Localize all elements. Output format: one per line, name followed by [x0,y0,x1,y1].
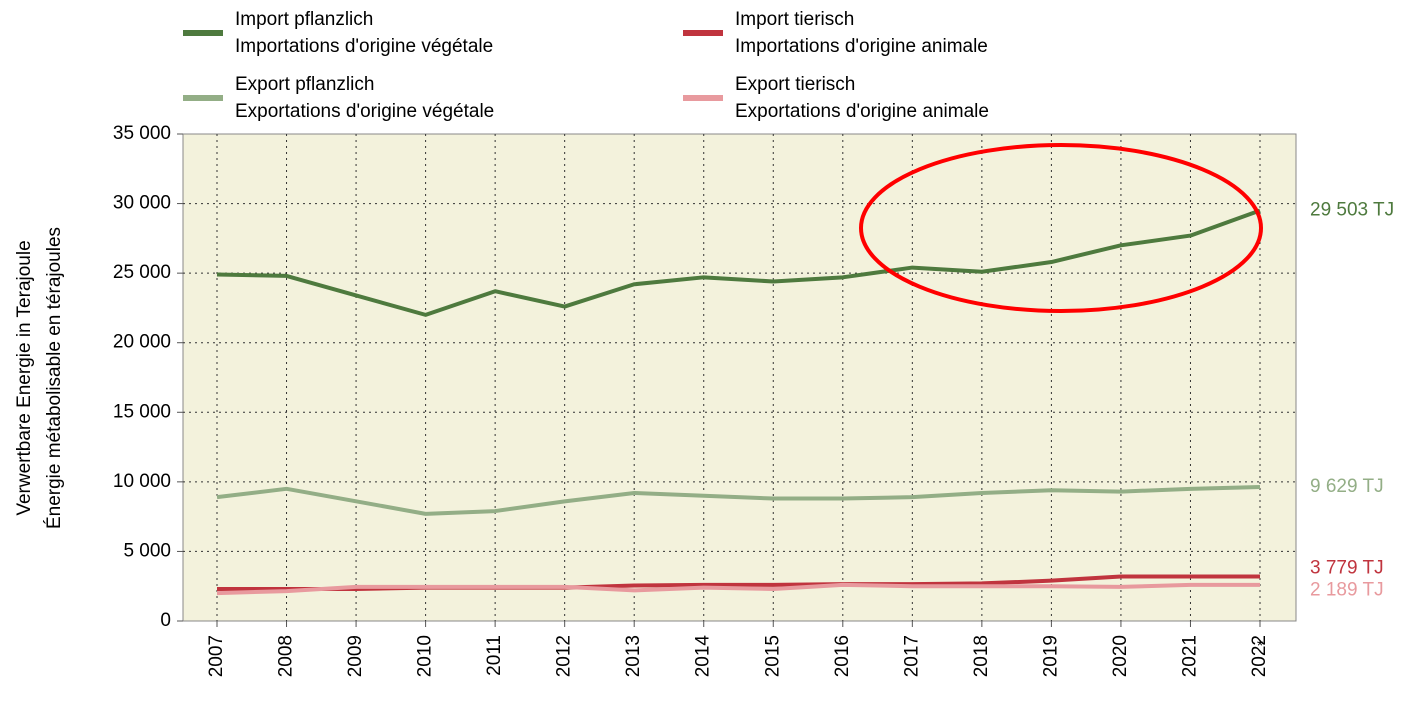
plot-area [182,133,1297,622]
y-tick-label: 30 000 [113,193,171,214]
end-label: 29 503 TJ [1310,200,1394,221]
x-tick-label: 2013 [623,635,644,677]
end-label: 2 189 TJ [1310,580,1384,601]
series-line [216,208,1261,317]
legend-label: Importations d'origine végétale [235,36,493,57]
series-line [216,582,1260,596]
x-tick-label: 2010 [415,635,436,677]
y-tick-label: 35 000 [113,123,171,144]
y-axis-label: Énergie métabolisable en térajoules [44,227,65,529]
x-tick-label: 2020 [1110,635,1131,677]
legend-label: Export pflanzlich [235,74,374,95]
x-tick-label: 2007 [206,635,227,677]
y-axis-label: Verwertbare Energie in Terajoule [14,240,35,515]
series-line [216,485,1261,516]
x-tick-label: 2014 [693,635,714,678]
y-tick-label: 20 000 [113,332,171,353]
lines [216,208,1261,596]
x-tick-label: 2009 [345,635,366,677]
x-tick-label: 2008 [276,635,297,677]
highlight-ellipse [859,143,1263,313]
x-tick-label: 2011 [484,635,505,676]
y-tick-label: 5 000 [123,540,171,561]
x-tick-label: 2022 [1249,635,1270,677]
y-tick-label: 25 000 [113,262,171,283]
end-label: 9 629 TJ [1310,476,1384,497]
end-label: 3 779 TJ [1310,557,1384,578]
legend-label: Import tierisch [735,9,854,30]
x-tick-label: 2019 [1040,635,1061,677]
y-tick-label: 0 [160,610,171,631]
x-tick-label: 2016 [832,635,853,677]
y-tick-label: 10 000 [113,471,171,492]
x-tick-label: 2012 [554,635,575,677]
legend-label: Importations d'origine animale [735,36,988,57]
legend-label: Export tierisch [735,74,855,95]
legend-label: Exportations d'origine animale [735,101,989,122]
x-tick-label: 2017 [901,635,922,677]
x-tick-label: 2021 [1179,635,1200,677]
legend-label: Import pflanzlich [235,9,373,30]
category-marker: * [1257,638,1263,655]
x-tick-label: 2015 [762,635,783,677]
y-tick-label: 15 000 [113,401,171,422]
x-tick-label: 2018 [971,635,992,677]
legend-label: Exportations d'origine végétale [235,101,494,122]
